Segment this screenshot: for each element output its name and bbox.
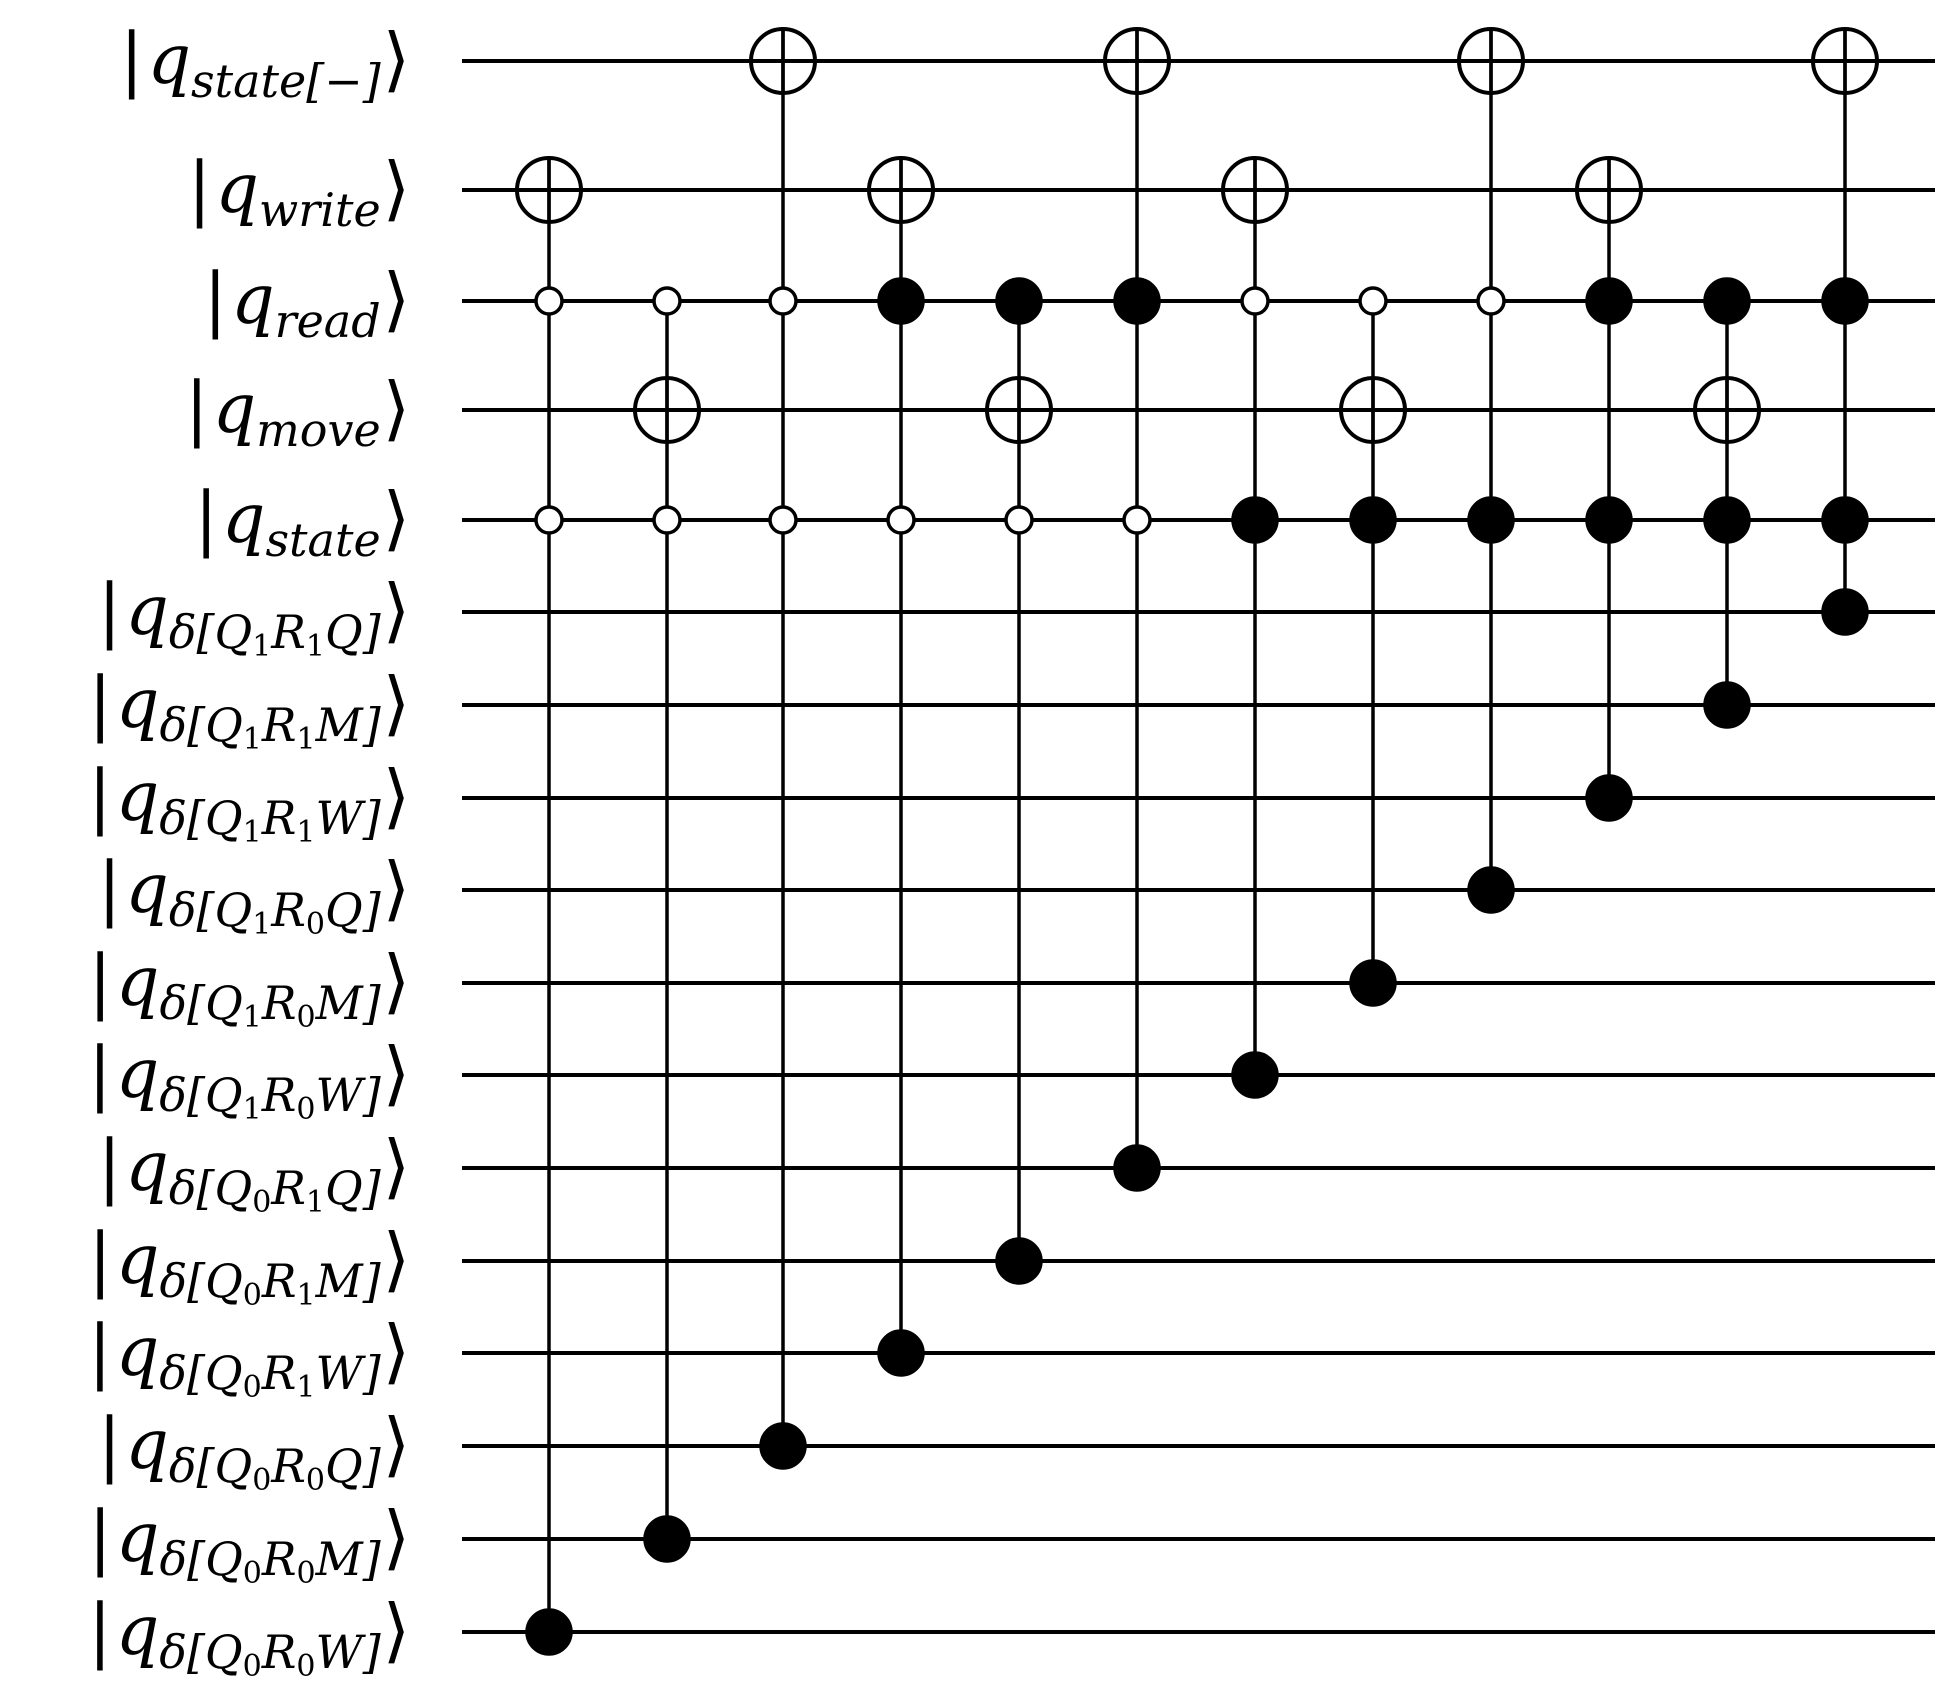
qubit-label-q-read: |qread⟩	[203, 258, 410, 348]
cnot-gate-8	[1339, 286, 1407, 1007]
control-dot-open	[886, 505, 916, 535]
control-dot-filled	[1231, 1051, 1279, 1099]
control-dot-filled	[1585, 277, 1633, 325]
control-dot-filled	[1113, 277, 1161, 325]
control-dot-filled	[1703, 277, 1751, 325]
target-xor-icon	[867, 156, 935, 224]
target-xor-icon	[1575, 156, 1643, 224]
qubit-label-q-d-Q0R0W: |qδ[Q0R0W]⟩	[88, 1589, 410, 1684]
control-dot-filled	[1113, 1144, 1161, 1192]
qubit-label-q-d-Q1R1W: |qδ[Q1R1W]⟩	[88, 755, 410, 850]
control-dot-open	[534, 286, 564, 316]
control-dot-open	[652, 286, 682, 316]
control-dot-open	[1240, 286, 1270, 316]
target-xor-icon	[515, 156, 583, 224]
control-dot-open	[652, 505, 682, 535]
control-dot-filled	[1703, 496, 1751, 544]
cnot-gate-12	[1811, 27, 1879, 636]
control-dot-open	[1358, 286, 1388, 316]
control-dot-open	[768, 286, 798, 316]
cnot-gate-2	[633, 286, 701, 1563]
control-dot-open	[1476, 286, 1506, 316]
control-dot-filled	[995, 277, 1043, 325]
qubit-label-q-d-Q1R0M: |qδ[Q1R0M]⟩	[88, 940, 410, 1035]
cnot-gate-6	[1103, 27, 1171, 1192]
qubit-label-q-write: |qwrite⟩	[188, 147, 410, 237]
qubit-label-q-d-Q0R0Q: |qδ[Q0R0Q]⟩	[98, 1403, 410, 1498]
qubit-label-q-d-Q0R1W: |qδ[Q0R1W]⟩	[88, 1310, 410, 1405]
gates	[515, 27, 1879, 1656]
qubit-label-q-d-Q0R1Q: |qδ[Q0R1Q]⟩	[98, 1125, 410, 1220]
control-dot-filled	[1349, 959, 1397, 1007]
cnot-gate-3	[749, 27, 817, 1470]
cnot-gate-7	[1221, 156, 1289, 1099]
cnot-gate-1	[515, 156, 583, 1656]
control-dot-filled	[759, 1422, 807, 1470]
control-dot-filled	[1349, 496, 1397, 544]
qubit-label-q-d-Q1R1M: |qδ[Q1R1M]⟩	[88, 662, 410, 757]
control-dot-filled	[877, 1329, 925, 1377]
control-dot-filled	[525, 1608, 573, 1656]
target-xor-icon	[1693, 376, 1761, 444]
control-dot-filled	[1821, 277, 1869, 325]
control-dot-open	[768, 505, 798, 535]
cnot-gate-10	[1575, 156, 1643, 822]
control-dot-filled	[995, 1237, 1043, 1285]
control-dot-filled	[1821, 588, 1869, 636]
target-xor-icon	[1339, 376, 1407, 444]
qubit-wires	[462, 59, 1935, 1634]
control-dot-open	[534, 505, 564, 535]
target-xor-icon	[1811, 27, 1879, 95]
target-xor-icon	[749, 27, 817, 95]
target-xor-icon	[1221, 156, 1289, 224]
qubit-label-q-d-Q1R1Q: |qδ[Q1R1Q]⟩	[98, 569, 410, 664]
control-dot-filled	[877, 277, 925, 325]
control-dot-open	[1122, 505, 1152, 535]
target-xor-icon	[1103, 27, 1171, 95]
qubit-label-q-d-Q0R1M: |qδ[Q0R1M]⟩	[88, 1218, 410, 1313]
cnot-gate-11	[1693, 277, 1761, 729]
control-dot-open	[1004, 505, 1034, 535]
qubit-label-q-move: |qmove⟩	[185, 367, 410, 457]
cnot-gate-5	[985, 277, 1053, 1285]
qubit-labels: |qstate[−]⟩ |qwrite⟩ |qread⟩ |qmove⟩ |qstate…	[88, 18, 410, 1684]
target-xor-icon	[1457, 27, 1525, 95]
qubit-label-q-d-Q1R0W: |qδ[Q1R0W]⟩	[88, 1032, 410, 1127]
control-dot-filled	[643, 1515, 691, 1563]
cnot-gate-9	[1457, 27, 1525, 914]
control-dot-filled	[1467, 866, 1515, 914]
target-xor-icon	[633, 376, 701, 444]
control-dot-filled	[1585, 496, 1633, 544]
control-dot-filled	[1467, 496, 1515, 544]
control-dot-filled	[1585, 774, 1633, 822]
qubit-label-q-d-Q0R0M: |qδ[Q0R0M]⟩	[88, 1496, 410, 1591]
control-dot-filled	[1231, 496, 1279, 544]
control-dot-filled	[1821, 496, 1869, 544]
qubit-label-q-d-Q1R0Q: |qδ[Q1R0Q]⟩	[98, 847, 410, 942]
target-xor-icon	[985, 376, 1053, 444]
control-dot-filled	[1703, 681, 1751, 729]
cnot-gate-4	[867, 156, 935, 1377]
qubit-label-q-state: |qstate⟩	[194, 477, 410, 567]
qubit-label-q-state-minus: |qstate[−]⟩	[120, 18, 410, 108]
